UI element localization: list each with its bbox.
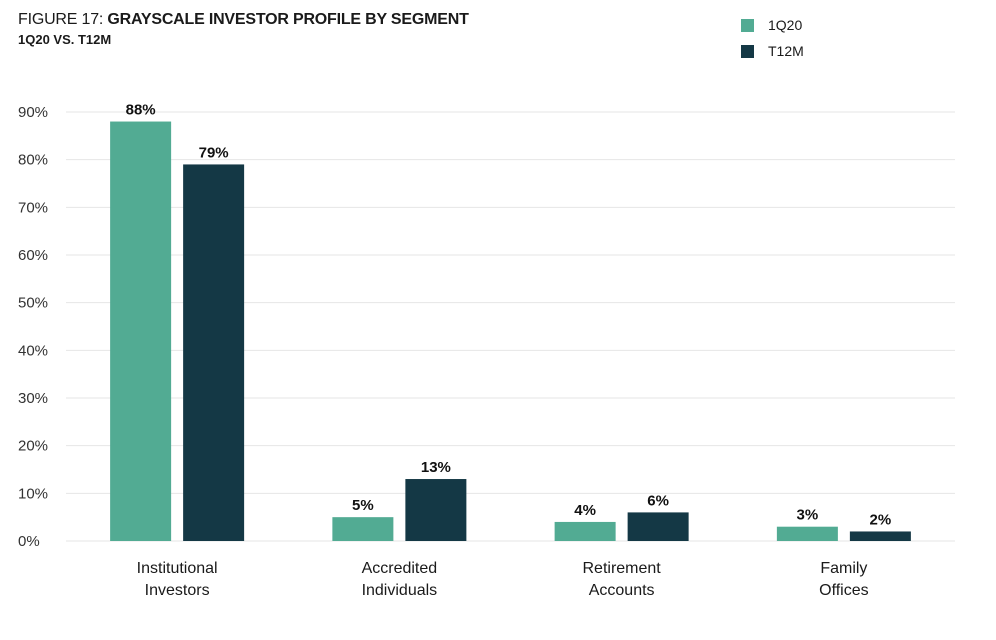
bar-t12m-1 [405,479,467,541]
data-label-1q20-2: 4% [574,502,596,519]
y-tick-label: 30% [18,390,48,407]
x-category-label: Offices [819,582,869,599]
y-tick-label: 90% [18,104,48,121]
legend-label-t12m: T12M [768,43,804,59]
x-category-label: Family [820,560,867,577]
bar-t12m-2 [627,512,689,541]
y-tick-label: 40% [18,342,48,359]
x-category-label: Accredited [362,560,438,577]
data-label-1q20-1: 5% [352,497,374,514]
bar-1q20-1 [332,517,394,541]
data-label-t12m-0: 79% [199,144,229,161]
bar-t12m-3 [849,531,911,541]
title-block: FIGURE 17: GRAYSCALE INVESTOR PROFILE BY… [18,10,469,49]
bar-t12m-0 [183,164,245,541]
chart-subtitle: 1Q20 VS. T12M [18,32,112,47]
y-tick-label: 60% [18,247,48,264]
bar-1q20-0 [110,121,172,542]
y-tick-label: 50% [18,295,48,312]
legend-swatch-1q20 [741,18,754,32]
data-label-t12m-2: 6% [647,492,669,509]
legend: 1Q20 T12M [741,15,804,67]
bar-1q20-2 [554,521,616,541]
y-tick-label: 70% [18,199,48,216]
chart-title-text: GRAYSCALE INVESTOR PROFILE BY SEGMENT [107,11,469,28]
data-label-t12m-3: 2% [870,511,892,528]
x-category-label: Individuals [362,582,438,599]
chart-title: FIGURE 17: GRAYSCALE INVESTOR PROFILE BY… [18,10,469,30]
data-label-t12m-1: 13% [421,459,451,476]
x-category-label: Accounts [589,582,655,599]
y-tick-label: 10% [18,485,48,502]
x-category-label: Retirement [583,560,662,577]
x-category-label: Investors [145,582,210,599]
legend-item-1q20: 1Q20 [741,15,804,35]
legend-item-t12m: T12M [741,41,804,61]
legend-label-1q20: 1Q20 [768,17,803,33]
y-tick-label: 80% [18,152,48,169]
data-label-1q20-0: 88% [126,102,156,119]
y-tick-label: 20% [18,438,48,455]
bar-1q20-3 [776,526,838,541]
figure-number: FIGURE 17: [18,11,108,28]
y-tick-label: 0% [18,533,40,550]
data-label-1q20-3: 3% [797,507,819,524]
legend-swatch-t12m [741,44,754,58]
x-category-label: Institutional [137,560,218,577]
